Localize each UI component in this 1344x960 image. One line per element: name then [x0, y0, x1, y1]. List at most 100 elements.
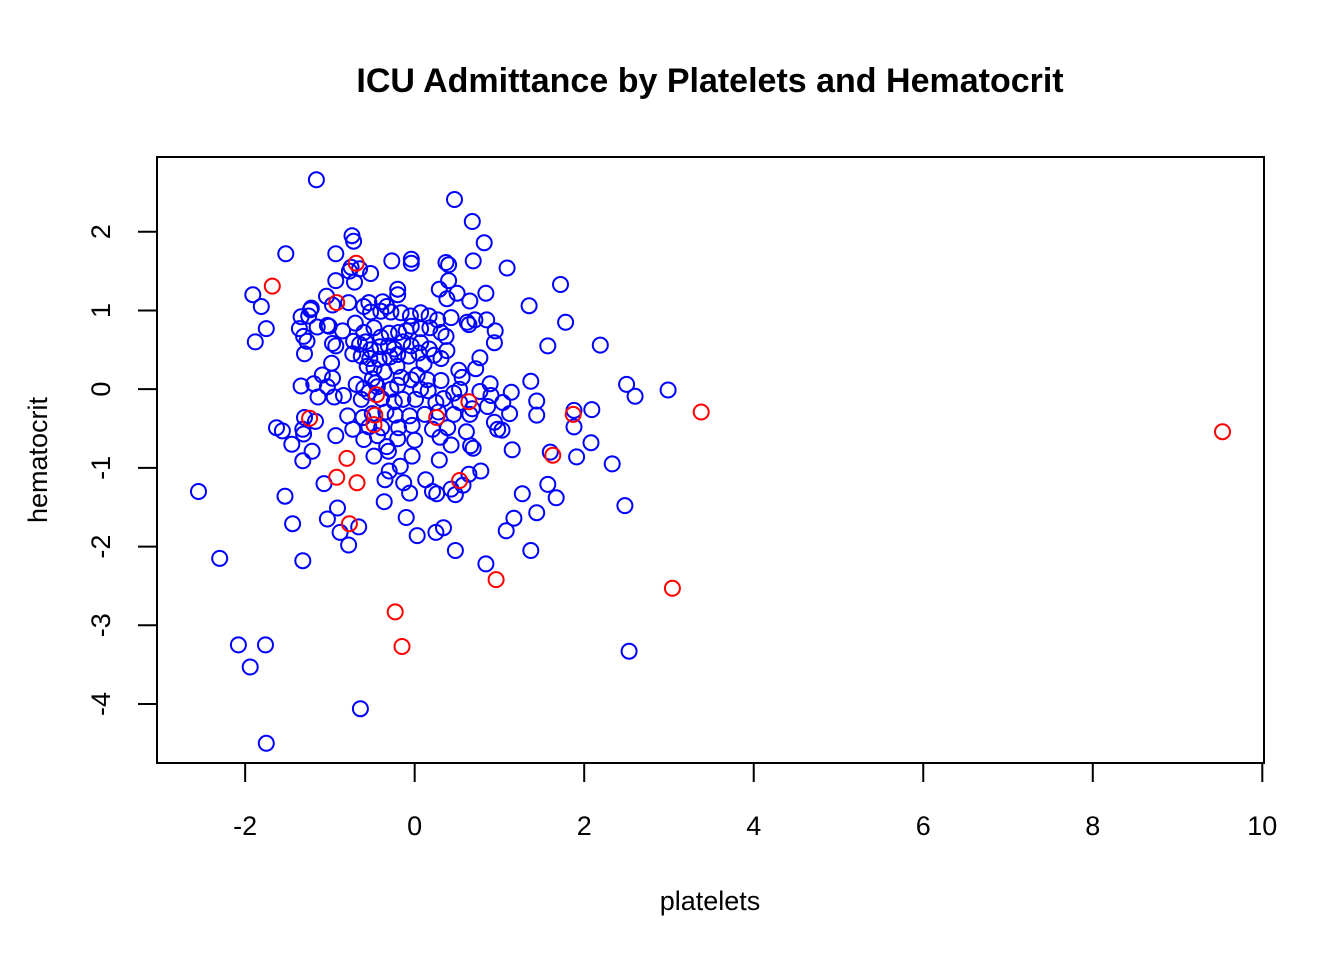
data-point — [373, 419, 391, 437]
data-point — [582, 434, 600, 452]
data-point — [522, 372, 540, 390]
data-point — [392, 304, 410, 322]
data-point — [292, 308, 310, 326]
data-point — [505, 509, 523, 527]
data-point — [257, 734, 275, 752]
data-point — [344, 420, 362, 438]
x-axis: -2 0 2 4 6 8 10 — [233, 762, 1277, 841]
data-point — [457, 423, 475, 441]
data-point — [479, 398, 497, 415]
data-point — [391, 457, 409, 475]
data-point — [392, 368, 410, 386]
data-point — [383, 252, 401, 270]
data-point — [485, 334, 503, 352]
data-point — [419, 382, 437, 400]
data-point — [659, 381, 677, 399]
data-point — [368, 378, 386, 396]
data-point — [541, 443, 559, 461]
data-point — [390, 419, 408, 437]
data-point — [462, 437, 480, 455]
data-point — [401, 484, 419, 502]
data-point — [520, 297, 538, 315]
data-point — [528, 392, 546, 410]
data-point — [380, 462, 398, 480]
data-point — [328, 468, 346, 486]
data-point — [420, 307, 438, 325]
y-tick-label: -4 — [86, 692, 116, 716]
data-point — [591, 336, 609, 354]
data-point — [273, 422, 291, 440]
data-point — [431, 428, 449, 446]
data-point — [257, 636, 274, 654]
data-point — [438, 290, 456, 308]
data-point — [493, 421, 511, 439]
data-point — [401, 407, 419, 425]
data-point — [284, 515, 302, 533]
data-point — [276, 487, 294, 505]
data-point — [309, 388, 327, 406]
data-point — [300, 307, 318, 325]
data-point — [451, 380, 469, 398]
data-point — [352, 347, 370, 365]
data-points — [190, 171, 1231, 752]
data-point — [552, 276, 569, 293]
data-point — [528, 406, 546, 424]
y-tick-label: -3 — [86, 613, 116, 637]
data-point — [389, 280, 407, 298]
data-point — [403, 416, 421, 434]
data-point — [365, 447, 383, 465]
data-point — [301, 409, 319, 427]
data-point — [376, 471, 394, 489]
data-point — [663, 579, 681, 597]
data-point — [501, 405, 519, 423]
data-point — [464, 252, 482, 270]
data-point — [368, 427, 386, 445]
data-point — [428, 409, 446, 426]
y-tick-label: 1 — [86, 303, 116, 318]
x-tick-label: 2 — [577, 811, 592, 841]
data-point — [471, 349, 489, 367]
data-point — [295, 425, 313, 443]
data-point — [351, 700, 369, 718]
data-point — [463, 213, 481, 230]
data-point — [372, 302, 390, 320]
data-point — [565, 418, 583, 436]
y-axis-label: hematocrit — [23, 396, 53, 523]
data-point — [366, 406, 384, 424]
data-point — [375, 493, 393, 511]
data-point — [502, 383, 520, 401]
data-point — [211, 549, 229, 567]
data-point — [327, 272, 345, 290]
x-axis-label: platelets — [660, 886, 761, 916]
y-tick-label: -1 — [86, 456, 116, 480]
data-point — [318, 510, 336, 528]
data-point — [407, 390, 424, 408]
data-point — [482, 387, 500, 404]
data-point — [451, 472, 469, 489]
data-point — [340, 515, 358, 533]
data-point — [446, 191, 463, 208]
data-point — [603, 455, 621, 473]
data-point — [386, 603, 404, 621]
data-point — [428, 485, 446, 503]
data-point — [348, 474, 366, 492]
data-point — [327, 245, 345, 263]
data-point — [292, 377, 310, 395]
data-point — [412, 304, 430, 322]
data-point — [378, 298, 396, 315]
data-point — [246, 333, 264, 351]
data-point — [412, 380, 430, 398]
data-point — [327, 337, 345, 355]
data-point — [303, 442, 321, 460]
data-point — [460, 316, 478, 334]
data-point — [393, 638, 411, 655]
data-point — [453, 368, 471, 386]
data-point — [435, 519, 452, 537]
data-point — [335, 387, 352, 404]
chart-title: ICU Admittance by Platelets and Hematocr… — [356, 62, 1063, 100]
data-point — [692, 403, 710, 421]
data-point — [408, 527, 426, 545]
data-point — [294, 552, 312, 570]
data-point — [374, 293, 391, 311]
